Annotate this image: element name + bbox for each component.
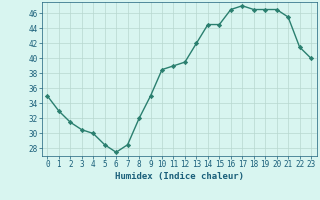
- X-axis label: Humidex (Indice chaleur): Humidex (Indice chaleur): [115, 172, 244, 181]
